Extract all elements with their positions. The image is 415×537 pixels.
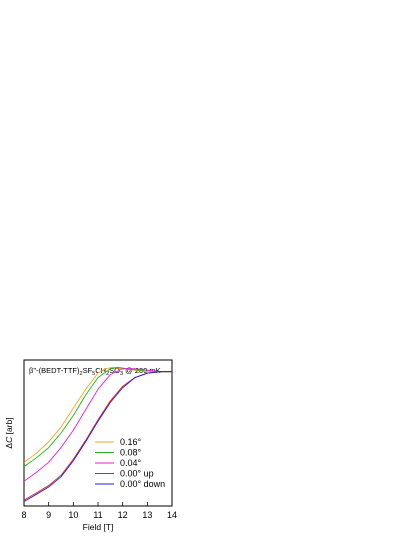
- series-layer: [23, 366, 172, 503]
- x-tick-label-1: 9: [46, 510, 51, 520]
- legend-label-0: 0.16°: [120, 437, 142, 447]
- legend: 0.16°0.08°0.04°0.00° up0.00° down: [95, 437, 165, 489]
- x-tick-label-2: 10: [68, 510, 78, 520]
- tick-layer: 8 9 10 11 12 13 14: [21, 502, 177, 520]
- series-line-0: [23, 366, 172, 463]
- x-tick-label-5: 13: [142, 510, 152, 520]
- series-line-4: [23, 371, 172, 503]
- legend-label-1: 0.08°: [120, 448, 142, 458]
- legend-label-4: 0.00° down: [120, 479, 165, 489]
- y-axis-label: ΔC [arb]: [4, 417, 14, 448]
- legend-label-2: 0.04°: [120, 458, 142, 468]
- x-axis-label: Field [T]: [83, 522, 114, 532]
- x-tick-label-6: 14: [167, 510, 177, 520]
- legend-label-3: 0.00° up: [120, 469, 154, 479]
- x-tick-label-3: 11: [93, 510, 102, 520]
- series-line-1: [23, 366, 172, 467]
- x-tick-label-4: 12: [118, 510, 128, 520]
- series-line-2: [23, 368, 172, 482]
- x-tick-label-0: 8: [21, 510, 26, 520]
